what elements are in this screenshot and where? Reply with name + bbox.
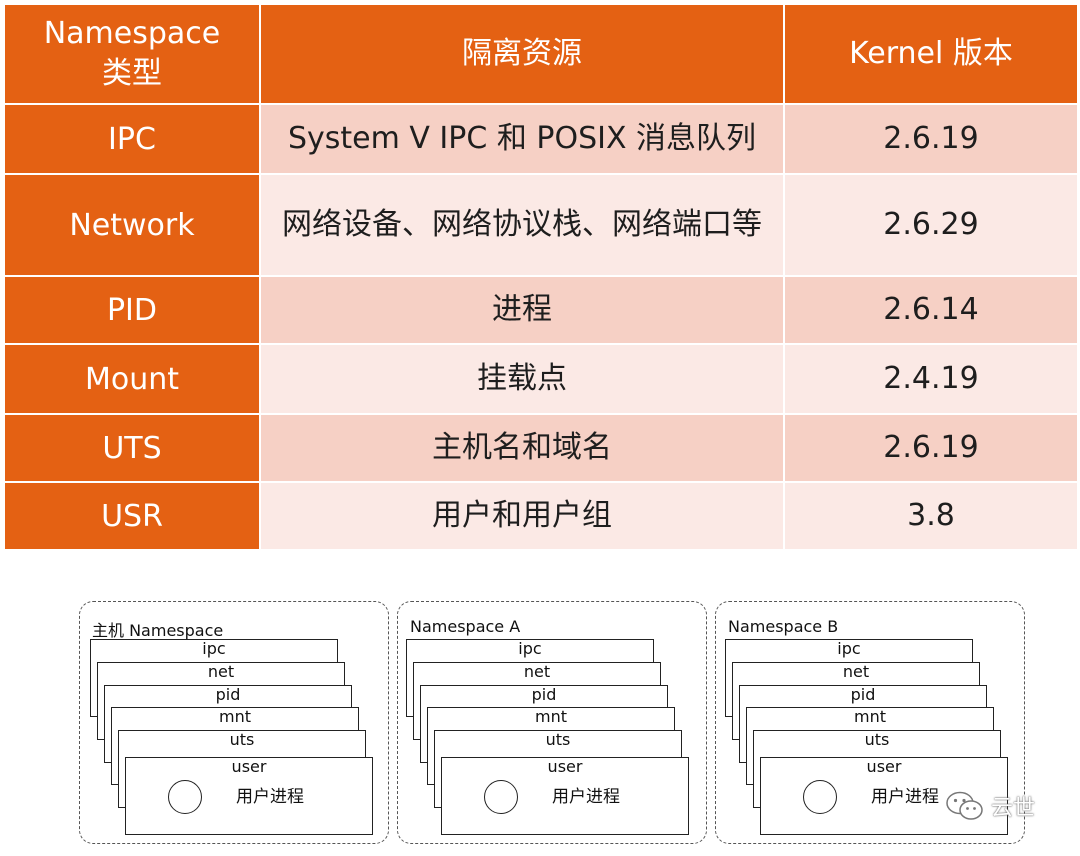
row-type: IPC bbox=[3, 103, 261, 175]
row-version: 2.4.19 bbox=[783, 343, 1079, 415]
header-isolated-resource: 隔离资源 bbox=[259, 3, 785, 105]
table-row: Mount 挂载点 2.4.19 bbox=[3, 343, 1079, 415]
row-version: 2.6.19 bbox=[783, 103, 1079, 175]
process-label: 用户进程 bbox=[236, 787, 304, 807]
layer-user: user 用户进程 bbox=[441, 757, 689, 835]
row-type: USR bbox=[3, 481, 261, 551]
row-version: 3.8 bbox=[783, 481, 1079, 551]
row-resource: 网络设备、网络协议栈、网络端口等 bbox=[259, 173, 785, 277]
row-version: 2.6.19 bbox=[783, 413, 1079, 483]
watermark-text: 云世 bbox=[991, 796, 1036, 821]
namespace-box-b: Namespace B ipc net pid mnt uts user 用户进… bbox=[715, 601, 1025, 844]
namespace-box-host: 主机 Namespace ipc net pid mnt uts user 用户… bbox=[79, 601, 389, 844]
row-type: UTS bbox=[3, 413, 261, 483]
row-version: 2.6.14 bbox=[783, 275, 1079, 345]
namespace-box-a: Namespace A ipc net pid mnt uts user 用户进… bbox=[397, 601, 707, 844]
row-type: Network bbox=[3, 173, 261, 277]
process-circle-icon bbox=[484, 780, 518, 814]
row-resource: 主机名和域名 bbox=[259, 413, 785, 483]
table-row: PID 进程 2.6.14 bbox=[3, 275, 1079, 345]
layer-user: user 用户进程 bbox=[125, 757, 373, 835]
process-circle-icon bbox=[803, 780, 837, 814]
namespace-title: Namespace B bbox=[728, 617, 839, 636]
row-type: Mount bbox=[3, 343, 261, 415]
layer-user-label: user bbox=[231, 757, 267, 776]
header-kernel-version: Kernel 版本 bbox=[783, 3, 1079, 105]
row-resource: 进程 bbox=[259, 275, 785, 345]
layer-user-label: user bbox=[866, 757, 902, 776]
table-row: Network 网络设备、网络协议栈、网络端口等 2.6.29 bbox=[3, 173, 1079, 277]
process-label: 用户进程 bbox=[552, 787, 620, 807]
namespace-title: Namespace A bbox=[410, 617, 521, 636]
layer-user-label: user bbox=[547, 757, 583, 776]
header-namespace-type: Namespace 类型 bbox=[3, 3, 261, 105]
process-label: 用户进程 bbox=[871, 787, 939, 807]
row-type: PID bbox=[3, 275, 261, 345]
table-row: IPC System V IPC 和 POSIX 消息队列 2.6.19 bbox=[3, 103, 1079, 175]
table-row: UTS 主机名和域名 2.6.19 bbox=[3, 413, 1079, 483]
table-header-row: Namespace 类型 隔离资源 Kernel 版本 bbox=[3, 3, 1079, 105]
watermark: 云世 bbox=[945, 790, 1035, 822]
process-circle-icon bbox=[168, 780, 202, 814]
wechat-icon bbox=[946, 791, 983, 820]
namespace-title: 主机 Namespace bbox=[92, 621, 224, 640]
row-version: 2.6.29 bbox=[783, 173, 1079, 277]
row-resource: 用户和用户组 bbox=[259, 481, 785, 551]
table-row: USR 用户和用户组 3.8 bbox=[3, 481, 1079, 551]
row-resource: 挂载点 bbox=[259, 343, 785, 415]
namespace-table: Namespace 类型 隔离资源 Kernel 版本 IPC System V… bbox=[3, 3, 1079, 551]
row-resource: System V IPC 和 POSIX 消息队列 bbox=[259, 103, 785, 175]
